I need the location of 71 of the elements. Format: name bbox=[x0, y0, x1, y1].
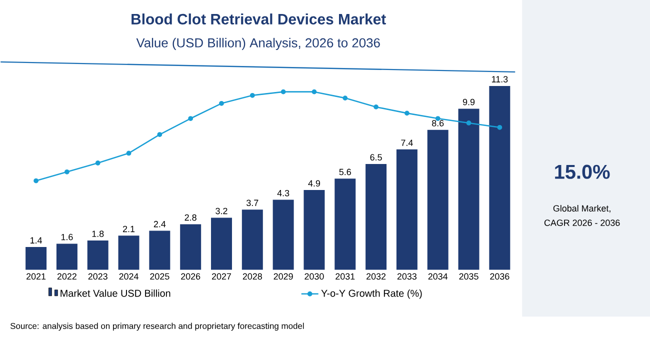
bar bbox=[396, 150, 418, 270]
data-label: 11.3 bbox=[492, 76, 508, 83]
source-note: Source: analysis based on primary research and proprietary forecasting model bbox=[10, 322, 304, 331]
x-tick-label: 2024 bbox=[119, 273, 138, 280]
data-label: 3.2 bbox=[216, 208, 228, 214]
bar bbox=[118, 236, 140, 270]
text: Global Market, bbox=[553, 205, 610, 213]
data-label: 5.6 bbox=[339, 168, 351, 176]
bar bbox=[458, 108, 480, 270]
data-label: 4.9 bbox=[308, 180, 320, 187]
x-tick-label: 2022 bbox=[57, 273, 76, 280]
x-tick-label: 2033 bbox=[397, 273, 417, 280]
point bbox=[497, 125, 502, 130]
x-tick-label: 2036 bbox=[490, 273, 510, 280]
bar bbox=[272, 200, 294, 270]
point bbox=[280, 90, 286, 94]
x-tick-label: 2035 bbox=[459, 273, 478, 280]
x-tick-label: 2030 bbox=[304, 273, 324, 280]
data-label: 1.4 bbox=[30, 237, 42, 244]
data-label: 1.6 bbox=[61, 234, 73, 240]
x-tick-label: 2028 bbox=[242, 273, 262, 280]
x-tick-label: 2029 bbox=[274, 273, 293, 280]
point bbox=[374, 104, 378, 110]
bar bbox=[304, 190, 325, 270]
text: CAGR 2026 - 2036 bbox=[544, 220, 620, 226]
bar bbox=[56, 244, 78, 270]
point bbox=[342, 96, 348, 101]
data-label: 2.8 bbox=[184, 214, 196, 221]
text: 15.0% bbox=[555, 164, 610, 180]
data-label: 3.7 bbox=[246, 200, 258, 206]
point bbox=[34, 178, 38, 184]
bar bbox=[427, 130, 448, 270]
x-tick-label: 2021 bbox=[26, 273, 46, 280]
x-tick-label: 2027 bbox=[212, 273, 231, 280]
point bbox=[250, 93, 255, 98]
x-tick-label: 2026 bbox=[181, 273, 200, 280]
legend-label: Y-o-Y Growth Rate (%) bbox=[321, 290, 422, 299]
bar bbox=[334, 178, 356, 270]
bar bbox=[366, 164, 387, 270]
x-tick-label: 2032 bbox=[366, 273, 386, 280]
bar bbox=[87, 240, 108, 270]
x-tick-label: 2034 bbox=[428, 273, 448, 280]
chart-subtitle: Value (USD Billion) Analysis, 2026 to 2036 bbox=[136, 38, 380, 50]
bar bbox=[180, 224, 202, 270]
data-label: 9.9 bbox=[462, 99, 475, 106]
data-label: 2.1 bbox=[122, 226, 135, 232]
x-tick-label: 2025 bbox=[150, 273, 170, 280]
bar bbox=[489, 86, 510, 270]
point bbox=[404, 110, 410, 116]
bar bbox=[26, 247, 47, 270]
point bbox=[157, 132, 162, 138]
bar bbox=[242, 210, 263, 270]
point bbox=[64, 170, 70, 174]
data-label: 2.4 bbox=[154, 221, 166, 228]
point bbox=[312, 90, 317, 94]
data-label: 7.4 bbox=[401, 140, 413, 146]
point bbox=[188, 116, 194, 122]
point bbox=[466, 120, 472, 126]
data-label: 4.3 bbox=[277, 190, 290, 196]
chart-title: Blood Clot Retrieval Devices Market bbox=[132, 14, 386, 25]
x-tick-label: 2023 bbox=[88, 273, 108, 280]
point bbox=[95, 160, 100, 166]
point bbox=[219, 101, 224, 106]
bar bbox=[211, 218, 232, 270]
legend-label: Market Value USD Billion bbox=[60, 290, 170, 297]
bar bbox=[149, 230, 170, 270]
point bbox=[126, 150, 132, 156]
data-label: 1.8 bbox=[92, 230, 104, 238]
data-label: 6.5 bbox=[370, 154, 382, 161]
x-tick-label: 2031 bbox=[336, 273, 355, 280]
data-label: 8.6 bbox=[432, 120, 444, 127]
